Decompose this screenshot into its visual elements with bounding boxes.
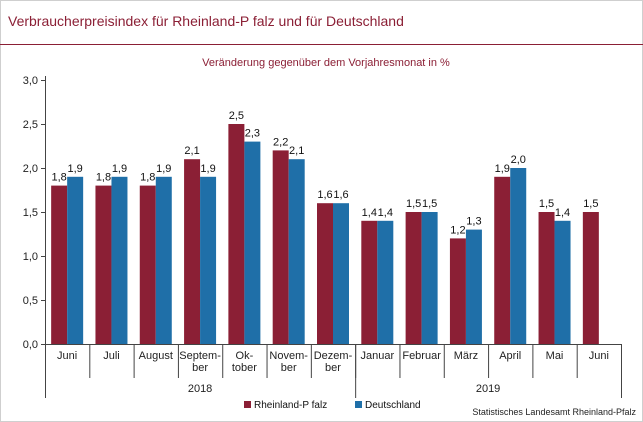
bar-rlp bbox=[184, 159, 201, 344]
bar-rlp bbox=[228, 124, 245, 344]
chart-title: Verbraucherpreisindex für Rheinland-P fa… bbox=[8, 13, 404, 29]
data-label: 1,6 bbox=[317, 189, 332, 201]
year-label: 2018 bbox=[188, 383, 212, 395]
data-label: 1,9 bbox=[112, 163, 127, 175]
data-label: 1,8 bbox=[140, 172, 155, 184]
legend-swatch bbox=[355, 401, 362, 408]
data-label: 2,1 bbox=[289, 145, 304, 157]
category-labels: Juni Juli August Septem-ber Ok-tober Novem-be… bbox=[57, 350, 609, 374]
bar-rlp bbox=[317, 203, 333, 344]
bar-rlp bbox=[95, 185, 112, 344]
bar-de bbox=[111, 176, 128, 344]
y-tick-label: 2,5 bbox=[23, 119, 38, 131]
x-tick-label: Ok- bbox=[236, 350, 254, 362]
bar-rlp bbox=[538, 212, 555, 344]
bar-rlp bbox=[139, 185, 156, 344]
bar-rlp bbox=[272, 150, 289, 344]
data-label: 2,0 bbox=[511, 154, 526, 166]
bar-de bbox=[421, 212, 438, 344]
data-label: 2,3 bbox=[245, 128, 260, 140]
data-label: 2,5 bbox=[229, 110, 244, 122]
data-label: 1,5 bbox=[583, 198, 598, 210]
chart-subtitle: Veränderung gegenüber dem Vorjahresmonat… bbox=[202, 57, 450, 69]
legend-label: Rheinland-P falz bbox=[254, 400, 327, 411]
bar-de bbox=[554, 220, 571, 344]
axes: 0,0 0,5 1,0 1,5 2,0 2,5 3,0 bbox=[23, 75, 622, 398]
x-tick-label: tober bbox=[232, 362, 257, 374]
bar-de bbox=[288, 159, 305, 344]
y-tick-label: 2,0 bbox=[23, 163, 38, 175]
x-tick-label: ber bbox=[325, 362, 341, 374]
bar-de bbox=[244, 141, 261, 344]
data-label: 1,4 bbox=[362, 207, 377, 219]
x-tick-label: Juni bbox=[57, 350, 77, 362]
bars bbox=[51, 124, 599, 344]
bar-de bbox=[155, 176, 172, 344]
data-label: 1,8 bbox=[52, 172, 67, 184]
bar-de bbox=[377, 220, 394, 344]
data-label: 1,9 bbox=[200, 163, 215, 175]
legend-swatch bbox=[244, 401, 251, 408]
year-label: 2019 bbox=[476, 383, 500, 395]
data-label: 2,2 bbox=[273, 136, 288, 148]
bar-de bbox=[465, 229, 482, 344]
x-tick-label: Dezem- bbox=[314, 350, 353, 362]
y-tick-label: 1,0 bbox=[23, 251, 38, 263]
data-label: 1,5 bbox=[406, 198, 421, 210]
x-tick-label: März bbox=[454, 350, 478, 362]
bar-de bbox=[200, 176, 217, 344]
data-label: 1,6 bbox=[333, 189, 348, 201]
x-tick-label: ber bbox=[192, 362, 208, 374]
x-tick-label: Novem- bbox=[269, 350, 308, 362]
x-tick-label: August bbox=[139, 350, 173, 362]
bar-rlp bbox=[449, 238, 466, 344]
x-tick-label: ber bbox=[281, 362, 297, 374]
bar-rlp bbox=[582, 212, 599, 344]
data-label: 1,5 bbox=[539, 198, 554, 210]
bar-rlp bbox=[361, 220, 378, 344]
data-label: 1,9 bbox=[156, 163, 171, 175]
value-labels: 1,8 1,8 1,82,12,52,21,61,41,51,21,91,5 1,51… bbox=[52, 110, 599, 236]
x-tick-label: Januar bbox=[360, 350, 394, 362]
bar-de bbox=[510, 168, 527, 344]
data-label: 1,3 bbox=[466, 216, 481, 228]
y-tick-label: 0,0 bbox=[23, 339, 38, 351]
bar-rlp bbox=[494, 176, 511, 344]
source-note: Statistisches Landesamt Rheinland-Pfalz bbox=[472, 407, 636, 417]
year-labels: 2018 2019 bbox=[188, 383, 500, 395]
x-tick-label: Septem- bbox=[179, 350, 221, 362]
y-tick-label: 3,0 bbox=[23, 75, 38, 87]
data-label: 1,5 bbox=[422, 198, 437, 210]
bar-de bbox=[67, 176, 84, 344]
legend-label: Deutschland bbox=[365, 400, 421, 411]
data-label: 1,8 bbox=[96, 172, 111, 184]
data-label: 2,1 bbox=[184, 145, 199, 157]
y-tick-label: 0,5 bbox=[23, 295, 38, 307]
data-label: 1,4 bbox=[378, 207, 393, 219]
x-tick-label: Juli bbox=[103, 350, 120, 362]
bar-rlp bbox=[405, 212, 422, 344]
x-tick-label: Mai bbox=[546, 350, 564, 362]
data-label: 1,4 bbox=[555, 207, 570, 219]
y-tick-label: 1,5 bbox=[23, 207, 38, 219]
data-label: 1,9 bbox=[495, 163, 510, 175]
bar-de bbox=[333, 203, 349, 344]
data-label: 1,2 bbox=[450, 224, 465, 236]
x-tick-label: April bbox=[499, 350, 521, 362]
x-tick-label: Februar bbox=[402, 350, 441, 362]
data-label: 1,9 bbox=[68, 163, 83, 175]
bar-rlp bbox=[51, 185, 68, 344]
legend: Rheinland-P falz Deutschland bbox=[244, 400, 421, 411]
x-tick-label: Juni bbox=[589, 350, 609, 362]
